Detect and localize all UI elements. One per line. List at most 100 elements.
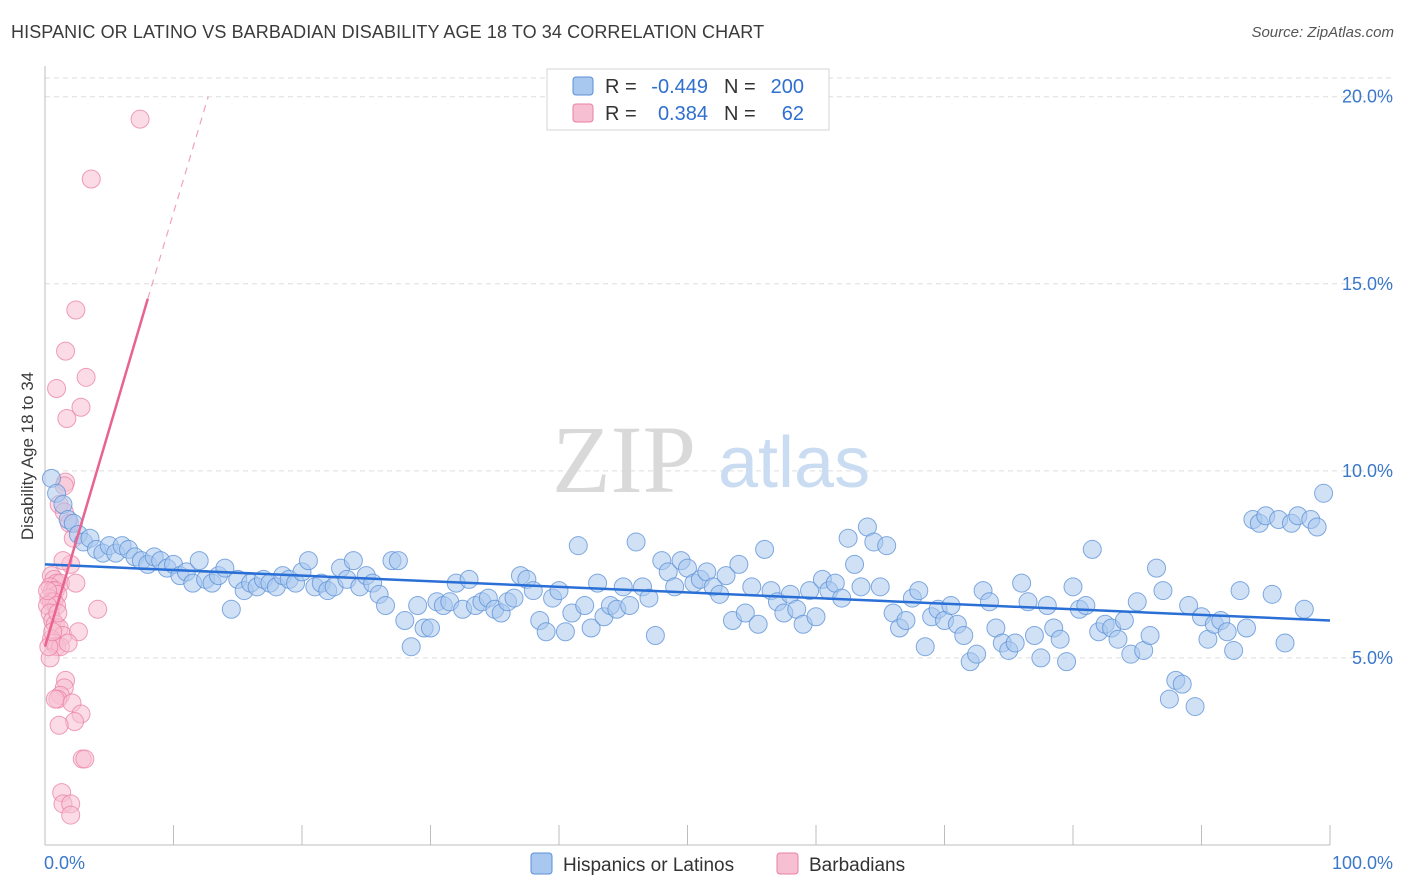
legend-r-value-barbadians: 0.384 — [658, 103, 708, 125]
barbadians-point-2 — [66, 300, 86, 320]
hispanics-point-94 — [639, 588, 659, 608]
legend-r-label-hispanics: R = — [605, 76, 637, 98]
hispanics-point-162 — [1076, 596, 1096, 616]
barbadians-point-52 — [75, 749, 95, 769]
hispanics-point-167 — [1108, 629, 1128, 649]
hispanics-point-84 — [575, 596, 595, 616]
hispanics-point-141 — [941, 596, 961, 616]
axes — [44, 66, 1331, 846]
hispanics-point-198 — [1275, 633, 1295, 653]
hispanics-point-111 — [748, 614, 768, 634]
barbadians-point-29 — [66, 573, 86, 593]
hispanics-point-85 — [581, 618, 601, 638]
hispanics-point-170 — [1127, 592, 1147, 612]
hispanics-point-131 — [877, 536, 897, 556]
hispanics-point-174 — [1153, 581, 1173, 601]
hispanics-point-137 — [915, 637, 935, 657]
hispanics-point-199 — [1294, 599, 1314, 619]
series-legend-label-barbadians: Barbadians — [809, 855, 905, 876]
barbadians-point-60 — [38, 581, 58, 601]
hispanics-point-172 — [1140, 625, 1160, 645]
barbadians-point-57 — [88, 599, 108, 619]
hispanics-point-145 — [967, 644, 987, 664]
barbadians-point-50 — [49, 715, 69, 735]
barbadians-point-7 — [71, 397, 91, 417]
hispanics-point-78 — [536, 622, 556, 642]
hispanics-point-56 — [395, 611, 415, 631]
hispanics-point-119 — [800, 581, 820, 601]
x-tick-label-min: 0.0% — [44, 853, 85, 873]
hispanics-point-196 — [1307, 517, 1327, 537]
hispanics-point-152 — [1012, 573, 1032, 593]
hispanics-point-168 — [1114, 611, 1134, 631]
hispanics-point-179 — [1185, 697, 1205, 717]
legend-box — [546, 68, 830, 131]
hispanics-point-125 — [838, 528, 858, 548]
legend-swatch-hispanics — [572, 76, 594, 96]
barbadians-point-6 — [57, 408, 77, 428]
hispanics-point-158 — [1050, 629, 1070, 649]
series-legend: Hispanics or Latinos Barbadians — [530, 852, 905, 876]
hispanics-point-163 — [1082, 539, 1102, 559]
y-tick-label-1: 10.0% — [1342, 461, 1393, 481]
hispanics-point-73 — [504, 588, 524, 608]
barbadians-point-4 — [76, 367, 96, 387]
legend-n-label-hispanics: N = — [724, 76, 756, 98]
watermark-zip: ZIP — [552, 406, 696, 513]
hispanics-point-58 — [408, 596, 428, 616]
source-credit: Source: ZipAtlas.com — [1251, 24, 1394, 41]
hispanics-point-127 — [851, 577, 871, 597]
legend-n-value-hispanics: 200 — [771, 76, 804, 98]
hispanics-point-29 — [221, 599, 241, 619]
hispanics-point-109 — [735, 603, 755, 623]
hispanics-trend-line — [44, 563, 1331, 622]
hispanics-point-126 — [845, 554, 865, 574]
barbadians-point-1 — [81, 169, 101, 189]
series-legend-swatch-barbadians — [776, 852, 799, 875]
y-tick-label-3: 20.0% — [1342, 87, 1393, 107]
legend-n-label-barbadians: N = — [724, 103, 756, 125]
y-tick-labels: 5.0% 10.0% 15.0% 20.0% — [1342, 87, 1393, 668]
legend-swatch-barbadians — [572, 103, 594, 123]
barbadians-point-0 — [130, 109, 150, 129]
hispanics-point-55 — [388, 551, 408, 571]
hispanics-point-110 — [742, 577, 762, 597]
hispanics-point-24 — [189, 551, 209, 571]
series-legend-label-hispanics: Hispanics or Latinos — [563, 855, 734, 876]
barbadians-point-5 — [47, 379, 67, 399]
legend-n-value-barbadians: 62 — [782, 103, 804, 125]
hispanics-point-151 — [1005, 633, 1025, 653]
y-axis-title: Disability Age 18 to 34 — [18, 372, 37, 540]
barbadians-trend-line — [43, 298, 149, 648]
barbadians-trend-extension — [147, 96, 209, 299]
chart-title: HISPANIC OR LATINO VS BARBADIAN DISABILI… — [11, 22, 765, 42]
watermark-atlas: atlas — [718, 423, 870, 503]
hispanics-point-53 — [376, 596, 396, 616]
hispanics-point-112 — [755, 539, 775, 559]
hispanics-point-136 — [909, 581, 929, 601]
barbadians-point-56 — [61, 805, 81, 825]
hispanics-point-41 — [298, 551, 318, 571]
barbadians-point-46 — [45, 689, 65, 709]
hispanics-point-130 — [870, 577, 890, 597]
x-tick-label-max: 100.0% — [1332, 853, 1393, 873]
hispanics-point-83 — [568, 536, 588, 556]
y-tick-label-2: 15.0% — [1342, 274, 1393, 294]
hispanics-point-80 — [549, 581, 569, 601]
hispanics-point-159 — [1057, 652, 1077, 672]
barbadians-point-59 — [58, 633, 78, 653]
barbadians-point-3 — [56, 341, 76, 361]
hispanics-point-81 — [555, 622, 575, 642]
correlation-legend: R = -0.449 N = 200 R = 0.384 N = 62 — [546, 68, 830, 131]
trend-lines — [43, 96, 1331, 648]
hispanics-point-160 — [1063, 577, 1083, 597]
hispanics-point-173 — [1147, 558, 1167, 578]
hispanics-point-185 — [1224, 640, 1244, 660]
hispanics-point-187 — [1236, 618, 1256, 638]
watermark: ZIP atlas — [552, 406, 870, 513]
hispanics-point-175 — [1159, 689, 1179, 709]
hispanics-point-66 — [459, 569, 479, 589]
legend-r-value-hispanics: -0.449 — [651, 76, 708, 98]
hispanics-point-197 — [1314, 483, 1334, 503]
